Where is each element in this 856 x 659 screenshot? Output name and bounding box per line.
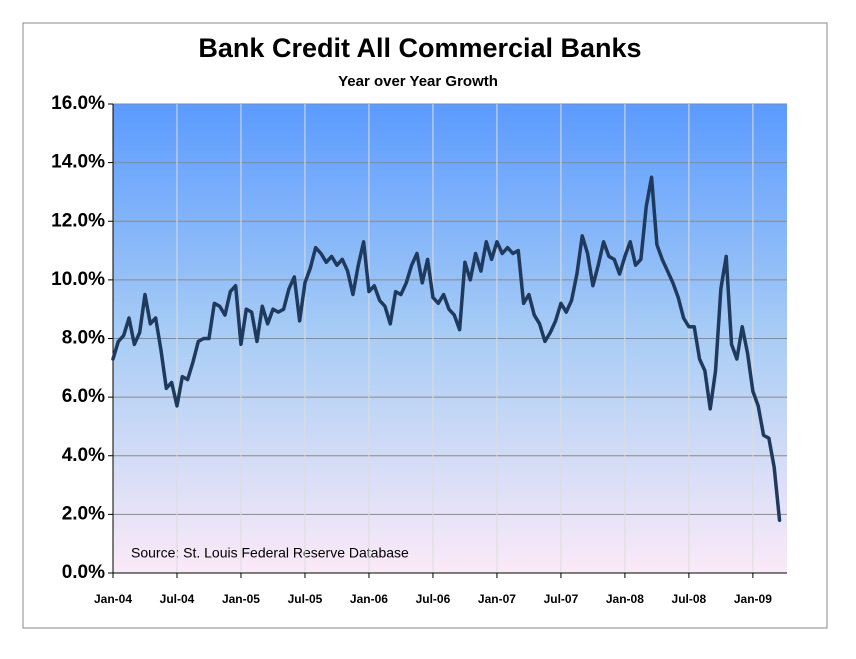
x-tick-label: Jan-04	[94, 592, 132, 606]
x-tick-label: Jan-07	[478, 592, 516, 606]
x-tick-label: Jul-08	[672, 592, 707, 606]
y-tick-label: 14.0%	[51, 152, 105, 173]
x-tick-label: Jan-06	[350, 592, 388, 606]
x-tick-label: Jan-08	[606, 592, 644, 606]
x-tick-label: Jul-04	[160, 592, 195, 606]
data-line	[111, 175, 782, 522]
x-tick-label: Jan-09	[734, 592, 772, 606]
y-tick-label: 8.0%	[62, 328, 105, 349]
x-tick-label: Jul-07	[544, 592, 579, 606]
y-tick-label: 4.0%	[62, 445, 105, 466]
y-tick-label: 0.0%	[62, 562, 105, 583]
x-tick-label: Jan-05	[222, 592, 260, 606]
y-tick-label: 6.0%	[62, 386, 105, 407]
chart-title: Bank Credit All Commercial Banks	[198, 33, 641, 63]
y-tick-label: 16.0%	[51, 93, 105, 114]
y-tick-label: 12.0%	[51, 210, 105, 231]
x-tick-label: Jul-06	[416, 592, 451, 606]
chart-subtitle: Year over Year Growth	[338, 73, 498, 90]
y-tick-label: 2.0%	[62, 503, 105, 524]
y-tick-label: 10.0%	[51, 269, 105, 290]
x-tick-label: Jul-05	[288, 592, 323, 606]
source-note: Source: St. Louis Federal Reserve Databa…	[131, 545, 409, 561]
